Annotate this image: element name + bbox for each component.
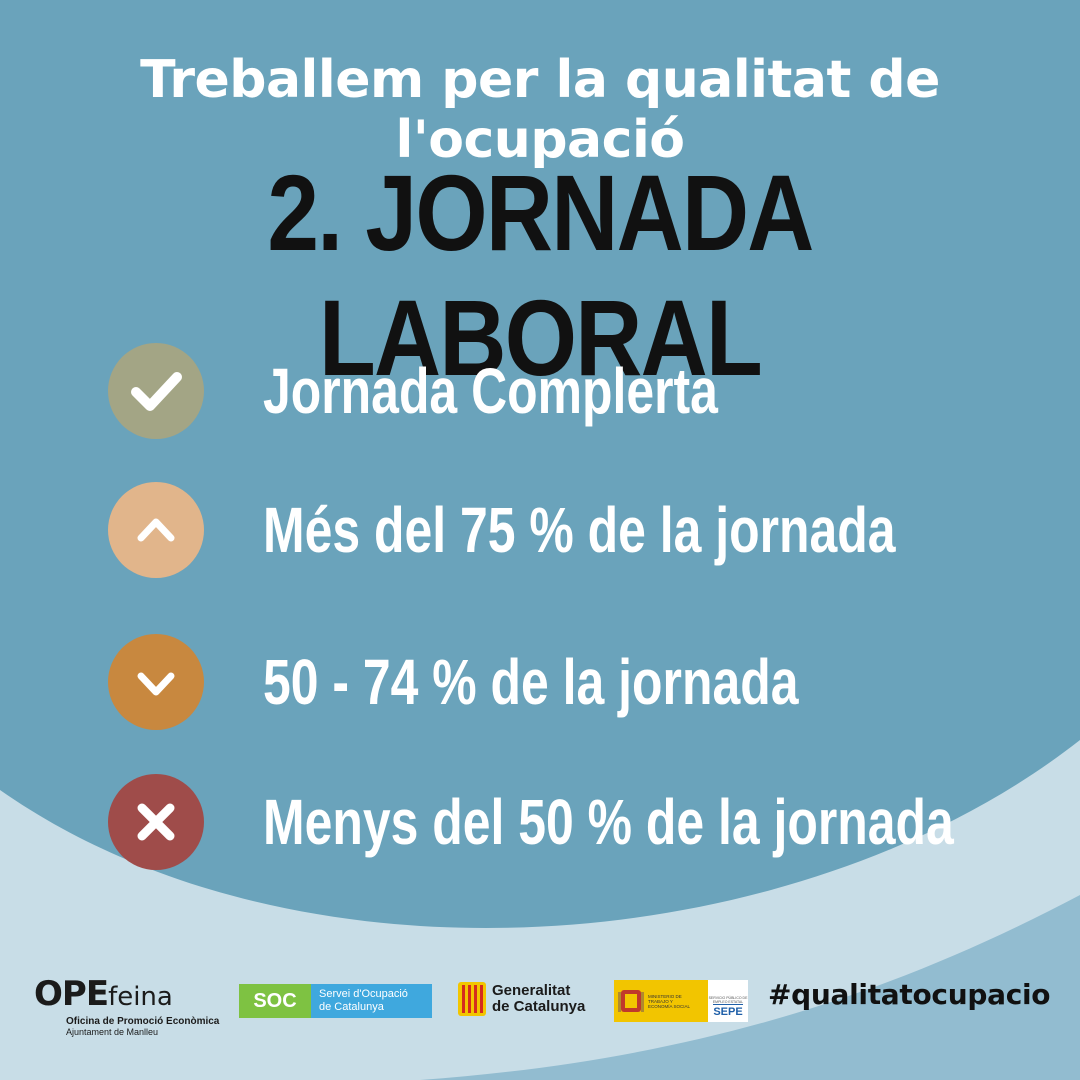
option-label: Més del 75 % de la jornada: [263, 494, 896, 566]
ope-feina-logo: OPEfeina Oficina de Promoció Econòmica A…: [34, 974, 219, 1037]
option-label: Jornada Complerta: [263, 355, 718, 427]
soc-logo: SOC Servei d'Ocupació de Catalunya: [239, 984, 432, 1018]
sepe-ministry: MINISTERIO DE TRABAJO Y ECONOMÍA SOCIAL: [648, 993, 691, 1009]
sepe-service: SERVICIO PÚBLICO DE EMPLEO ESTATAL: [708, 996, 748, 1004]
soc-line2: de Catalunya: [319, 1001, 384, 1013]
senyera-icon: [458, 982, 486, 1016]
option-over-75: Més del 75 % de la jornada: [108, 482, 1008, 578]
ope-line1: Oficina de Promoció Econòmica: [66, 1016, 220, 1027]
option-50-74: 50 - 74 % de la jornada: [108, 634, 1008, 730]
footer-logos: OPEfeina Oficina de Promoció Econòmica A…: [0, 960, 1080, 1050]
ope-line2: Ajuntament de Manlleu: [66, 1027, 159, 1037]
coat-of-arms-icon: [618, 990, 644, 1012]
cross-icon: [108, 774, 204, 870]
option-label: 50 - 74 % de la jornada: [263, 646, 799, 718]
generalitat-line2: de Catalunya: [492, 998, 586, 1015]
checkmark-icon: [108, 343, 204, 439]
option-label: Menys del 50 % de la jornada: [263, 786, 954, 858]
hashtag: #qualitatocupacio: [768, 978, 1051, 1011]
generalitat-line1: Generalitat: [492, 982, 571, 999]
page-subtitle: Treballem per la qualitat de l'ocupació: [140, 50, 940, 170]
page-title: 2. JORNADA LABORAL: [267, 152, 814, 398]
chevron-up-icon: [108, 482, 204, 578]
sepe-word: SEPE: [713, 1004, 743, 1018]
soc-badge: SOC: [239, 984, 311, 1018]
sepe-logo: MINISTERIO DE TRABAJO Y ECONOMÍA SOCIAL …: [614, 980, 748, 1022]
option-under-50: Menys del 50 % de la jornada: [108, 774, 1008, 870]
generalitat-logo: Generalitat de Catalunya: [458, 982, 585, 1016]
ope-feina: feina: [108, 982, 173, 1012]
soc-line1: Servei d'Ocupació: [319, 988, 408, 1000]
ope-mark: OPE: [34, 974, 109, 1014]
chevron-down-icon: [108, 634, 204, 730]
option-full-time: Jornada Complerta: [108, 343, 1008, 439]
